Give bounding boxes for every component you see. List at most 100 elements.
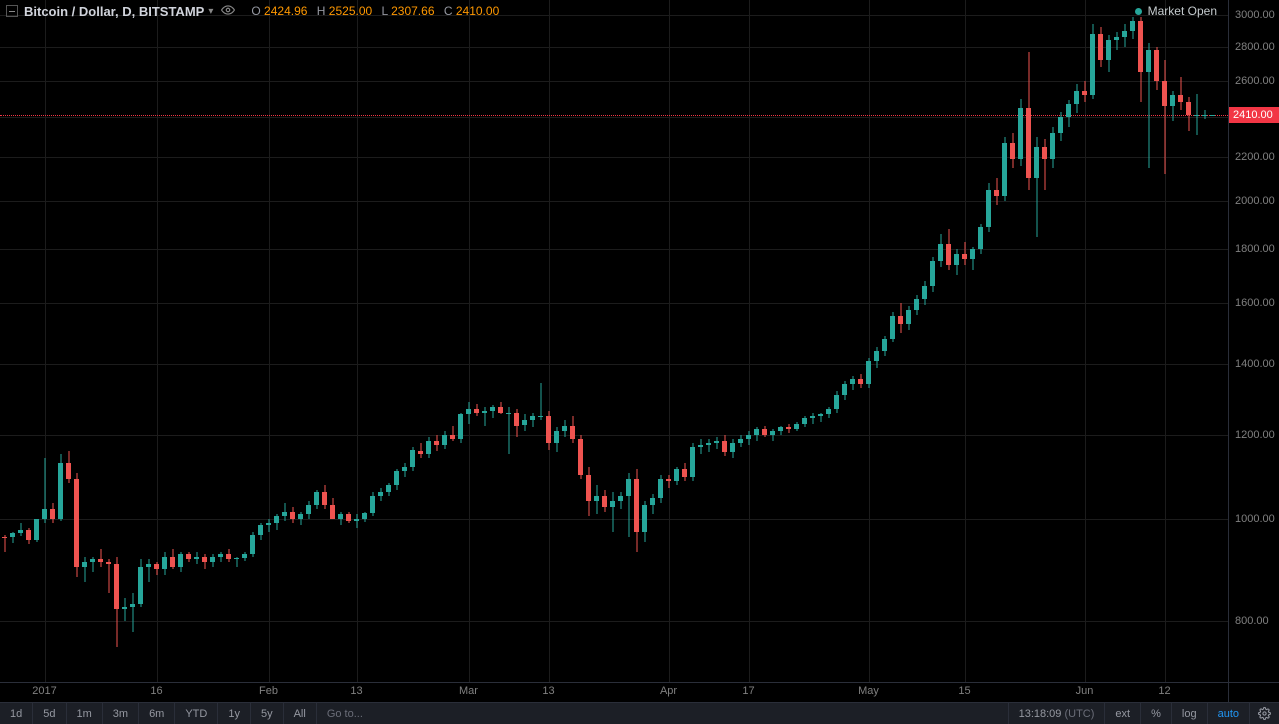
price-chart[interactable]	[0, 0, 1228, 682]
candle	[866, 358, 871, 388]
candle	[658, 475, 663, 503]
candle	[186, 552, 191, 562]
grid-line	[0, 303, 1228, 304]
candle	[794, 422, 799, 431]
candle	[346, 512, 351, 523]
candle	[378, 488, 383, 501]
candle	[706, 439, 711, 453]
candle	[962, 242, 967, 265]
candle	[842, 381, 847, 400]
y-tick-label: 1000.00	[1235, 513, 1275, 525]
candle	[34, 519, 39, 543]
candle	[330, 498, 335, 511]
candle	[498, 402, 503, 415]
candle	[1026, 52, 1031, 190]
range-button-1d[interactable]: 1d	[0, 703, 33, 724]
candle	[138, 559, 143, 606]
candle	[834, 391, 839, 412]
x-tick-label: 15	[958, 685, 970, 697]
candle	[90, 557, 95, 572]
time-axis[interactable]: 201716Feb13Mar13Apr17May15Jun12	[0, 682, 1228, 702]
scale-button-log[interactable]: log	[1171, 703, 1207, 724]
candle	[978, 224, 983, 254]
candle	[418, 443, 423, 459]
candle	[522, 414, 527, 431]
candle	[610, 492, 615, 533]
candle	[274, 514, 279, 530]
candle	[1034, 137, 1039, 237]
candle	[546, 411, 551, 451]
candle	[882, 336, 887, 356]
grid-line	[269, 0, 270, 682]
candle	[1106, 35, 1111, 72]
x-tick-label: 17	[742, 685, 754, 697]
candle	[354, 514, 359, 528]
candle	[530, 413, 535, 428]
candle	[1098, 27, 1103, 66]
candle	[914, 295, 919, 315]
gear-icon[interactable]	[1249, 703, 1279, 724]
candle	[554, 427, 559, 452]
range-button-3m[interactable]: 3m	[103, 703, 139, 724]
candle	[1202, 110, 1207, 119]
grid-line	[0, 621, 1228, 622]
candle	[338, 512, 343, 526]
candle	[426, 437, 431, 459]
candle	[194, 552, 199, 564]
candle	[1058, 112, 1063, 141]
range-button-all[interactable]: All	[284, 703, 317, 724]
candle	[722, 435, 727, 457]
candle	[634, 469, 639, 552]
candle	[506, 407, 511, 454]
goto-input[interactable]: Go to...	[317, 703, 373, 724]
last-price-line	[0, 115, 1228, 116]
candle	[1170, 91, 1175, 121]
candle	[754, 427, 759, 440]
eye-icon[interactable]	[221, 3, 235, 20]
price-axis[interactable]: 800.001000.001200.001400.001600.001800.0…	[1228, 0, 1279, 682]
candle	[874, 347, 879, 368]
candle	[586, 467, 591, 517]
candle	[130, 593, 135, 632]
scale-button-%[interactable]: %	[1140, 703, 1171, 724]
candle	[826, 407, 831, 418]
candle	[178, 552, 183, 572]
chart-legend: Bitcoin / Dollar, D, BITSTAMP ▾ O 2424.9…	[0, 0, 1279, 22]
range-button-ytd[interactable]: YTD	[175, 703, 218, 724]
range-button-5d[interactable]: 5d	[33, 703, 66, 724]
candle	[1042, 139, 1047, 190]
grid-line	[157, 0, 158, 682]
candle	[290, 507, 295, 523]
x-tick-label: Feb	[259, 685, 278, 697]
range-button-6m[interactable]: 6m	[139, 703, 175, 724]
candle	[122, 598, 127, 620]
y-tick-label: 2000.00	[1235, 195, 1275, 207]
chevron-down-icon[interactable]: ▾	[208, 6, 213, 17]
grid-line	[0, 81, 1228, 82]
candle	[602, 490, 607, 512]
range-button-1y[interactable]: 1y	[218, 703, 251, 724]
candle	[922, 281, 927, 305]
candle	[386, 483, 391, 496]
y-tick-label: 2200.00	[1235, 151, 1275, 163]
collapse-icon[interactable]	[6, 5, 18, 17]
scale-button-auto[interactable]: auto	[1207, 703, 1249, 724]
bottom-toolbar: 1d5d1m3m6mYTD1y5yAll Go to... 13:18:09 (…	[0, 702, 1279, 724]
candle	[314, 490, 319, 510]
candle	[10, 532, 15, 543]
grid-line	[965, 0, 966, 682]
y-tick-label: 1600.00	[1235, 297, 1275, 309]
range-button-5y[interactable]: 5y	[251, 703, 284, 724]
scale-button-ext[interactable]: ext	[1104, 703, 1140, 724]
candle	[306, 501, 311, 519]
symbol-title[interactable]: Bitcoin / Dollar, D, BITSTAMP	[24, 4, 204, 19]
candle	[258, 523, 263, 539]
grid-line	[749, 0, 750, 682]
candle	[58, 454, 63, 520]
candle	[538, 383, 543, 420]
candle	[810, 413, 815, 424]
range-button-1m[interactable]: 1m	[67, 703, 103, 724]
candle	[474, 404, 479, 417]
ohlc-values: O 2424.96 H 2525.00 L 2307.66 C 2410.00	[245, 4, 499, 18]
grid-line	[0, 201, 1228, 202]
